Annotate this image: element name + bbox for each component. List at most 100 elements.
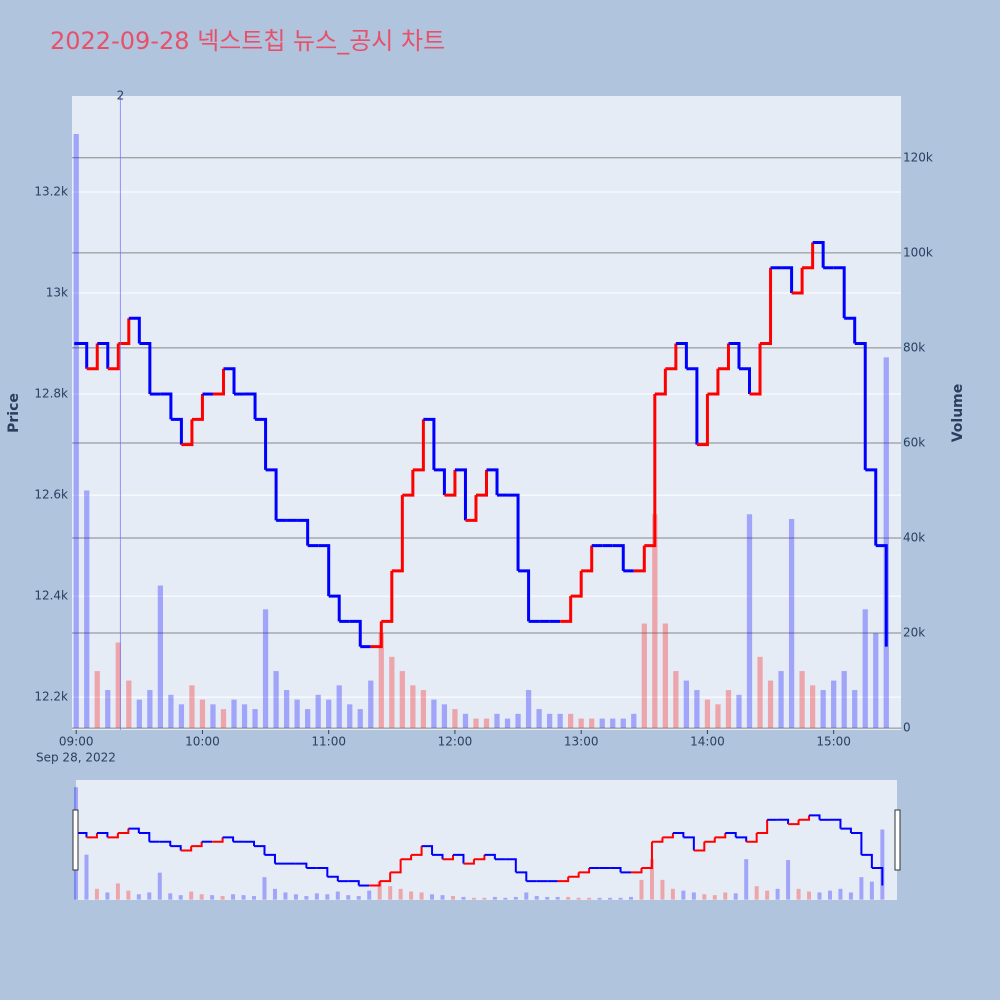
slider-volume-bar xyxy=(765,890,770,900)
price-segment xyxy=(433,468,446,496)
slider-volume-bar xyxy=(576,897,581,900)
slider-volume-bar xyxy=(503,897,508,900)
slider-volume-bar xyxy=(461,896,466,900)
slider-price-segment xyxy=(704,837,716,843)
slider-volume-bar xyxy=(272,888,277,900)
slider-volume-bar xyxy=(178,895,183,900)
price-segment xyxy=(97,342,110,369)
x-tick-label: 14:00 xyxy=(690,735,725,749)
slider-volume-bar xyxy=(398,888,403,900)
volume-bar xyxy=(231,699,237,729)
volume-bar xyxy=(589,718,595,729)
slider-volume-bar xyxy=(670,888,675,900)
slider-volume-bar xyxy=(304,896,309,900)
slider-price-segment xyxy=(557,876,570,883)
price-segment xyxy=(381,570,394,623)
price-segment xyxy=(875,544,888,647)
slider-price-segment xyxy=(840,827,852,833)
slider-price-segment xyxy=(798,815,811,821)
price-segment xyxy=(160,392,173,420)
slider-price-segment xyxy=(829,818,842,829)
slider-volume-bar xyxy=(555,896,560,900)
slider-volume-bar xyxy=(346,895,351,900)
y2-axis-title: Volume xyxy=(950,384,966,443)
price-segment xyxy=(781,266,794,294)
slider-volume-bar xyxy=(827,890,832,900)
volume-bar xyxy=(504,718,511,729)
y2-tick-label: 20k xyxy=(903,626,925,640)
slider-price-segment xyxy=(473,854,486,861)
volume-bar xyxy=(641,623,647,729)
slider-volume-bar xyxy=(440,895,445,900)
slider-price-segment xyxy=(96,831,109,838)
volume-bar xyxy=(494,713,500,729)
price-segment xyxy=(791,267,804,295)
volume-bar xyxy=(831,680,837,729)
price-segment xyxy=(760,267,773,346)
volume-bar xyxy=(420,690,427,729)
range-slider[interactable] xyxy=(76,780,897,900)
slider-volume-bar xyxy=(545,896,550,900)
volume-bar xyxy=(778,671,784,729)
volume-bar xyxy=(683,680,690,729)
price-segment xyxy=(802,242,815,270)
slider-price-segment xyxy=(735,836,748,842)
slider-volume-bar xyxy=(220,896,225,900)
price-segment xyxy=(749,343,762,396)
volume-bar xyxy=(873,633,879,729)
slider-volume-bar xyxy=(199,894,204,900)
annotation-text: 2 xyxy=(117,89,125,103)
price-segment xyxy=(696,394,709,447)
volume-bar xyxy=(73,134,79,729)
volume-bar xyxy=(862,609,868,729)
slider-price-segment xyxy=(421,845,434,855)
slider-price-segment xyxy=(714,832,727,839)
volume-bar xyxy=(462,713,469,729)
slider-price-segment xyxy=(578,868,591,874)
volume-bar xyxy=(389,656,395,729)
slider-volume-bar xyxy=(848,892,853,900)
price-segment xyxy=(212,368,225,396)
slider-volume-bar xyxy=(524,892,529,900)
slider-volume-bar xyxy=(189,891,194,900)
slider-volume-bar xyxy=(252,896,257,900)
volume-bar xyxy=(725,690,732,729)
price-segment xyxy=(738,367,752,395)
plot-area xyxy=(72,96,901,730)
price-segment xyxy=(244,392,257,420)
slider-price-segment xyxy=(756,819,769,834)
slider-volume-bar xyxy=(94,888,99,900)
price-segment xyxy=(633,545,646,573)
price-segment xyxy=(349,619,362,647)
slider-price-segment xyxy=(76,831,88,838)
volume-bar xyxy=(841,671,847,729)
slider-volume-bar xyxy=(105,892,110,900)
x-tick-label: 09:00 xyxy=(59,735,94,749)
slider-handle-right[interactable] xyxy=(894,809,901,871)
volume-bar xyxy=(452,709,458,729)
slider-volume-bar xyxy=(618,897,623,900)
slider-volume-bar xyxy=(817,892,822,900)
slider-volume-bar xyxy=(157,872,162,900)
volume-bar xyxy=(546,713,553,729)
volume-bar xyxy=(378,633,384,729)
volume-bar xyxy=(767,680,774,729)
price-segment xyxy=(128,316,141,344)
y2-tick-label: 120k xyxy=(903,150,933,164)
slider-volume-bar xyxy=(262,877,267,900)
volume-bar xyxy=(136,699,142,729)
slider-price-segment xyxy=(746,832,758,843)
volume-bar xyxy=(157,585,164,729)
volume-bar xyxy=(178,704,185,729)
slider-price-segment xyxy=(348,880,360,886)
price-segment xyxy=(454,468,467,521)
x-tick-label: 10:00 xyxy=(185,735,220,749)
slider-price-segment xyxy=(170,845,182,851)
volume-bar xyxy=(757,656,763,729)
slider-volume-bar xyxy=(314,893,319,900)
slider-volume-bar xyxy=(241,895,246,900)
slider-volume-bar xyxy=(681,890,686,900)
slider-price-segment xyxy=(442,854,454,861)
slider-handle-left[interactable] xyxy=(72,809,79,871)
price-segment xyxy=(118,318,131,346)
